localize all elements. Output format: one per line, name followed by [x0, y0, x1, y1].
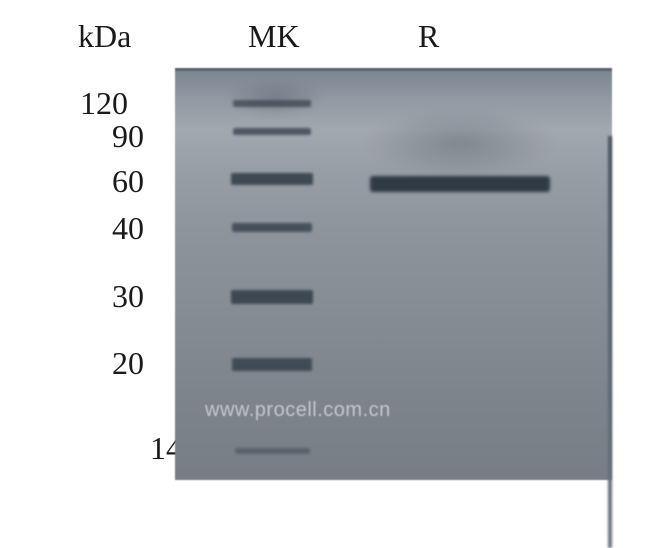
mw-label-60: 60 [84, 163, 144, 200]
marker-band-40 [232, 223, 312, 232]
mw-label-20: 20 [84, 345, 144, 382]
unit-label: kDa [78, 18, 131, 55]
marker-band-30 [231, 290, 313, 304]
marker-band-60 [231, 173, 313, 185]
marker-band-20 [232, 358, 312, 371]
mw-label-90: 90 [84, 118, 144, 155]
gel-image-container: kDa MK R 120 90 60 40 30 20 14 www.proce… [0, 0, 670, 500]
sample-band-main [370, 176, 550, 192]
mw-label-14: 14 [122, 430, 182, 467]
marker-band-14 [235, 448, 310, 454]
sample-lane [370, 68, 550, 480]
sample-lane-label: R [418, 18, 439, 55]
gel-right-edge [608, 136, 612, 548]
mw-label-30: 30 [84, 278, 144, 315]
gel-background: www.procell.com.cn [175, 68, 612, 480]
watermark-text: www.procell.com.cn [205, 399, 391, 422]
marker-lane-label: MK [248, 18, 300, 55]
mw-label-120: 120 [68, 85, 128, 122]
mw-label-40: 40 [84, 210, 144, 247]
marker-band-90 [233, 128, 311, 135]
marker-band-120 [233, 100, 311, 107]
